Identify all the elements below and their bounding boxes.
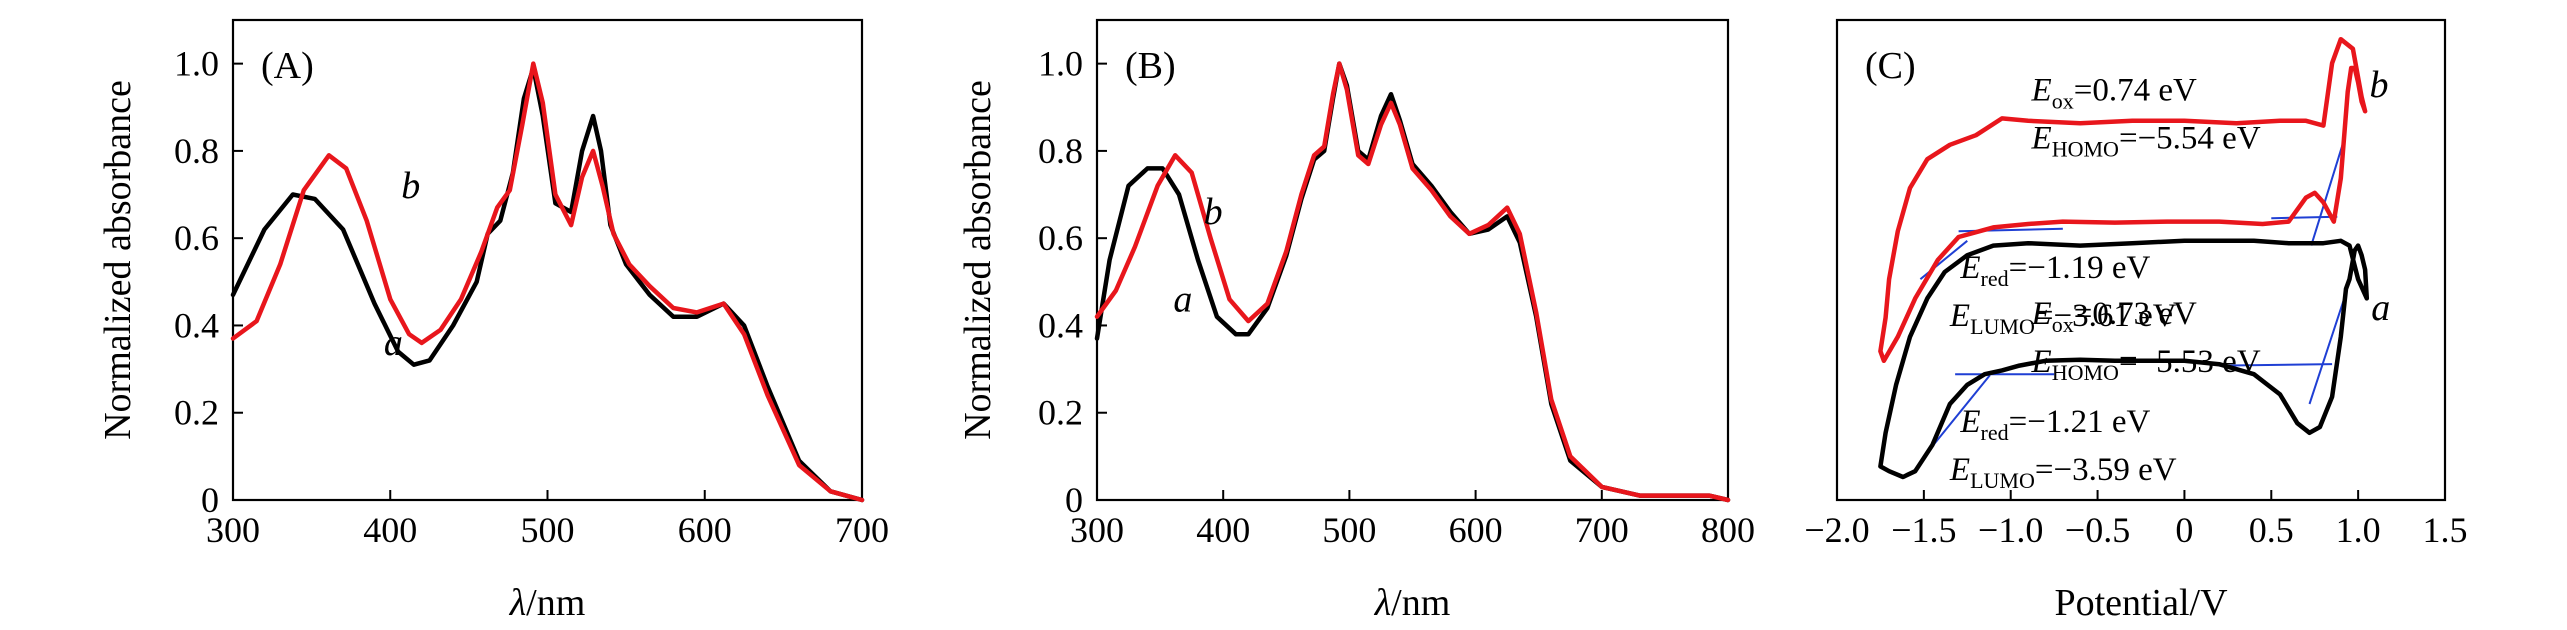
series-b-curve	[1094, 61, 1731, 503]
annotation-a_elumo: ELUMO=−3.59 eV	[1949, 452, 2177, 493]
y-tick-label: 0.4	[174, 305, 219, 345]
fit-line-b-oxidation-tangent	[2310, 144, 2344, 246]
x-tick-label: −1.0	[1978, 510, 2043, 550]
y-tick-label: 1.0	[1038, 44, 1083, 84]
annotation-b_ered: Ered=−1.19 eV	[1959, 250, 2150, 291]
x-tick-label: 1.0	[2336, 510, 2381, 550]
y-tick-label: 0.2	[1038, 393, 1083, 433]
x-tick-label: 0.5	[2249, 510, 2294, 550]
x-tick-label: 0	[2175, 510, 2193, 550]
x-tick-label: 800	[1701, 510, 1755, 550]
series-a-label: a	[1173, 278, 1192, 320]
panel-b: 300 400 500 600 700 800 0 0.2 0.4 0.6 0.8 1.0 λ/nm No…	[957, 18, 1755, 624]
y-tick-label: 0	[201, 480, 219, 520]
y-tick-label: 0.8	[174, 131, 219, 171]
x-axis-title: Potential/V	[2054, 582, 2228, 624]
x-tick-label: 1.5	[2423, 510, 2468, 550]
x-tick-label: 400	[363, 510, 417, 550]
panel-label: (B)	[1125, 45, 1176, 87]
panel-label: (C)	[1865, 45, 1916, 87]
x-tick-label: 500	[1322, 510, 1376, 550]
y-tick-label: 0.4	[1038, 305, 1083, 345]
panel-label: (A)	[261, 45, 314, 87]
y-tick-label: 0.2	[174, 393, 219, 433]
annotation-b_elumo: ELUMO=−3.61 eV	[1949, 298, 2177, 339]
x-tick-label: −1.5	[1891, 510, 1956, 550]
plot-frame	[1095, 18, 1730, 502]
series-b-label: b	[2369, 64, 2388, 106]
x-tick-label: −0.5	[2065, 510, 2130, 550]
panel-a: 300 400 500 600 700 0 0.2 0.4 0.6 0.8 1.0 λ/nm Norma…	[97, 18, 889, 624]
panel-c: −2.0 −1.5 −1.0 −0.5 0 0.5 1.0 1.5 Potential/V (C)…	[1804, 18, 2468, 624]
y-tick-label: 0.6	[1038, 218, 1083, 258]
fit-line-a-oxidation-tangent	[2308, 298, 2346, 405]
y-axis-title: Normalized absorbance	[97, 80, 139, 440]
plot-frame	[231, 18, 864, 502]
annotation-b_eox: Eox=0.74 eV	[2031, 73, 2197, 114]
series-a-label: a	[2371, 287, 2390, 329]
plot-frame	[1835, 18, 2447, 502]
annotation-a_ehomo: EHOMO=−5.53 eV	[2031, 344, 2261, 385]
fit-line-b-baseline-right	[2271, 215, 2338, 220]
x-tick-label: 300	[206, 510, 260, 550]
y-axis-title: Normalized absorbance	[957, 80, 999, 440]
series-a-label: a	[384, 322, 403, 364]
series-b-curve	[1878, 36, 2368, 364]
x-axis-title: λ/nm	[1374, 582, 1451, 624]
x-tick-label: 700	[835, 510, 889, 550]
y-tick-label: 0.8	[1038, 131, 1083, 171]
fit-line-a-baseline-right	[2219, 363, 2333, 367]
annotation-a_ered: Ered=−1.21 eV	[1959, 404, 2150, 445]
series-b-curve	[230, 61, 865, 503]
series-a-curve	[1878, 238, 2370, 480]
x-tick-label: 700	[1575, 510, 1629, 550]
x-tick-label: 400	[1196, 510, 1250, 550]
x-tick-label: 600	[678, 510, 732, 550]
x-tick-label: −2.0	[1804, 510, 1869, 550]
y-tick-label: 0	[1065, 480, 1083, 520]
series-b-label: b	[401, 165, 420, 207]
y-tick-label: 1.0	[174, 44, 219, 84]
x-tick-label: 600	[1449, 510, 1503, 550]
x-axis-title: λ/nm	[509, 582, 586, 624]
series-b-label: b	[1204, 191, 1223, 233]
annotation-b_ehomo: EHOMO=−5.54 eV	[2031, 121, 2261, 162]
y-tick-label: 0.6	[174, 218, 219, 258]
x-tick-label: 500	[521, 510, 575, 550]
annotation-a_eox: Eox=0.73 eV	[2031, 296, 2197, 337]
x-tick-label: 300	[1070, 510, 1124, 550]
